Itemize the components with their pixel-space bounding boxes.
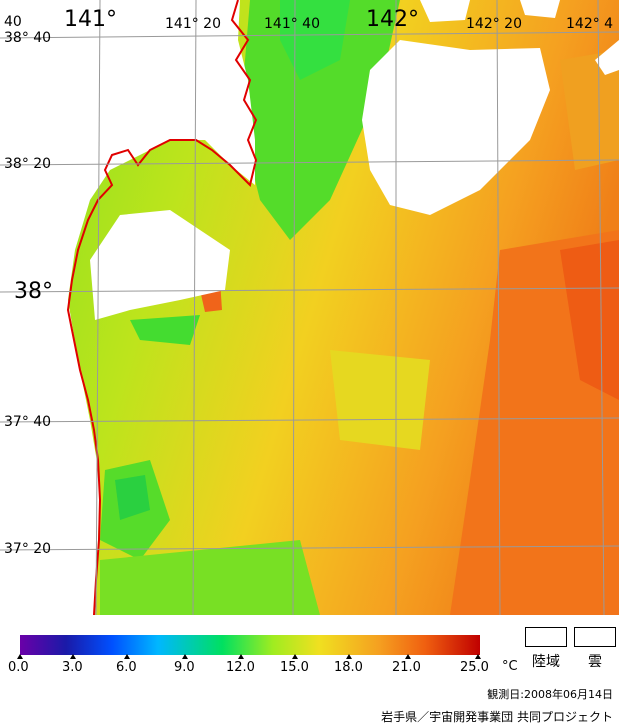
longitude-labels: 40 141° 141° 20 141° 40 142° 142° 20 142… — [4, 7, 613, 32]
land-legend-swatch — [525, 627, 567, 647]
lat-label: 37° 40 — [4, 414, 51, 430]
lat-label: 38° 40 — [4, 30, 51, 46]
temperature-unit: °C — [502, 659, 518, 674]
lat-label: 38° 20 — [4, 156, 51, 172]
cloud-legend-swatch — [574, 627, 616, 647]
colorbar-tick-label: 0.0 — [8, 660, 29, 675]
lon-label: 141° 20 — [165, 16, 221, 32]
sst-map: 40 141° 141° 20 141° 40 142° 142° 20 142… — [0, 0, 619, 615]
graticule — [0, 0, 619, 615]
lon-label: 142° 20 — [466, 16, 522, 32]
colorbar-tick-label: 18.0 — [334, 660, 363, 675]
tick-marker — [70, 654, 76, 659]
tick-marker — [238, 654, 244, 659]
land-legend-label: 陸域 — [532, 654, 560, 670]
colorbar-tick-label: 12.0 — [226, 660, 255, 675]
lon-label: 40 — [4, 14, 22, 30]
legend-panel — [0, 615, 619, 725]
lat-label: 38° — [14, 279, 53, 304]
colorbar-tick-label: 15.0 — [280, 660, 309, 675]
temperature-patches — [100, 0, 619, 615]
lon-label: 142° 4 — [566, 16, 613, 32]
tick-marker — [17, 654, 23, 659]
tick-marker — [346, 654, 352, 659]
colorbar-tick-label: 6.0 — [116, 660, 137, 675]
latitude-labels: 38° 40 38° 20 38° 37° 40 37° 20 — [4, 30, 53, 557]
temperature-colorbar — [20, 635, 480, 655]
colorbar-tick-label: 21.0 — [392, 660, 421, 675]
tick-marker — [475, 654, 481, 659]
tick-marker — [124, 654, 130, 659]
lat-label: 37° 20 — [4, 541, 51, 557]
lon-label: 142° — [366, 7, 419, 32]
coastline — [66, 0, 258, 615]
tick-marker — [405, 654, 411, 659]
lon-label: 141° — [64, 7, 117, 32]
colorbar-tick-label: 9.0 — [174, 660, 195, 675]
project-credit: 岩手県／宇宙開発事業団 共同プロジェクト — [381, 710, 613, 724]
observation-date: 観測日:2008年06月14日 — [487, 688, 613, 701]
land — [0, 0, 255, 615]
lon-label: 141° 40 — [264, 16, 320, 32]
cloud-legend-label: 雲 — [588, 654, 602, 670]
tick-marker — [292, 654, 298, 659]
colorbar-tick-label: 3.0 — [62, 660, 83, 675]
colorbar-tick-label: 25.0 — [460, 660, 489, 675]
tick-marker — [182, 654, 188, 659]
